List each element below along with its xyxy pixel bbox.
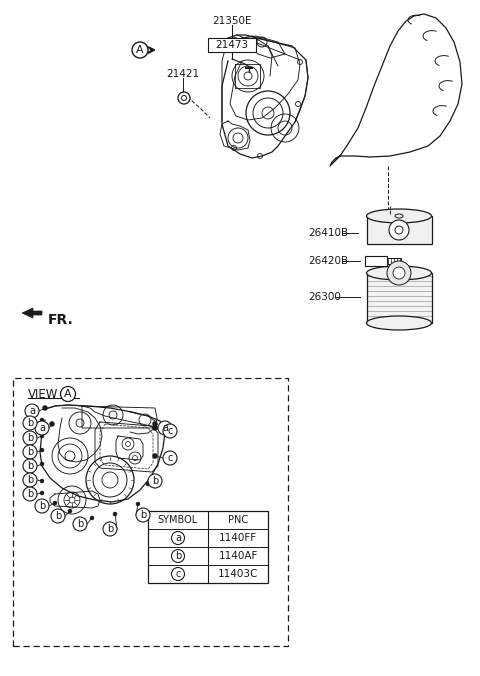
Bar	[367, 273, 432, 323]
Text: 26410B: 26410B	[308, 228, 348, 238]
Ellipse shape	[367, 316, 432, 330]
Circle shape	[181, 95, 187, 101]
Circle shape	[40, 462, 44, 466]
Circle shape	[163, 424, 177, 438]
Circle shape	[148, 474, 162, 488]
Bar	[365, 256, 387, 266]
Text: 21473: 21473	[216, 40, 249, 50]
Text: b: b	[175, 551, 181, 561]
Circle shape	[68, 509, 72, 513]
Circle shape	[53, 501, 57, 505]
Text: 21421: 21421	[167, 69, 200, 79]
Circle shape	[40, 479, 44, 483]
Circle shape	[171, 550, 184, 562]
Text: 26420B: 26420B	[308, 256, 348, 266]
Circle shape	[153, 454, 157, 458]
Text: c: c	[175, 569, 180, 579]
Text: c: c	[168, 453, 173, 463]
Polygon shape	[22, 308, 42, 318]
Text: a: a	[29, 406, 35, 416]
Text: c: c	[168, 426, 173, 436]
Text: A: A	[136, 45, 144, 55]
Circle shape	[171, 531, 184, 544]
Circle shape	[40, 434, 44, 438]
Circle shape	[40, 418, 44, 422]
Circle shape	[103, 522, 117, 536]
Circle shape	[25, 404, 39, 418]
Text: a: a	[39, 423, 45, 433]
Circle shape	[395, 226, 403, 234]
Circle shape	[35, 421, 49, 435]
Text: 11403C: 11403C	[218, 569, 258, 579]
Ellipse shape	[367, 266, 432, 280]
Text: b: b	[107, 524, 113, 534]
Circle shape	[23, 473, 37, 487]
Ellipse shape	[367, 209, 432, 223]
Text: b: b	[27, 433, 33, 443]
Circle shape	[132, 42, 148, 58]
Text: 1140FF: 1140FF	[219, 533, 257, 543]
Circle shape	[146, 482, 150, 486]
Circle shape	[43, 406, 48, 410]
Bar	[387, 258, 401, 264]
Circle shape	[393, 267, 405, 279]
Circle shape	[35, 499, 49, 513]
Text: a: a	[162, 423, 168, 433]
Circle shape	[113, 512, 117, 516]
Circle shape	[49, 422, 55, 427]
Text: b: b	[27, 475, 33, 485]
Text: a: a	[175, 533, 181, 543]
Text: 21350E: 21350E	[212, 16, 252, 26]
Text: VIEW: VIEW	[28, 387, 59, 400]
Circle shape	[23, 459, 37, 473]
Ellipse shape	[395, 214, 403, 218]
Circle shape	[389, 220, 409, 240]
Text: b: b	[152, 476, 158, 486]
Circle shape	[153, 422, 157, 427]
Circle shape	[171, 567, 184, 581]
Bar	[367, 216, 432, 244]
Circle shape	[51, 509, 65, 523]
Circle shape	[90, 516, 94, 520]
Text: 26300: 26300	[308, 292, 341, 302]
Circle shape	[23, 445, 37, 459]
Text: b: b	[27, 447, 33, 457]
Text: SYMBOL: SYMBOL	[158, 515, 198, 525]
Bar	[208, 38, 256, 52]
Circle shape	[163, 451, 177, 465]
Circle shape	[136, 502, 140, 506]
Text: FR.: FR.	[48, 313, 74, 327]
Circle shape	[60, 387, 75, 402]
Circle shape	[40, 448, 44, 452]
Circle shape	[23, 416, 37, 430]
Text: A: A	[64, 389, 72, 399]
Text: 1140AF: 1140AF	[218, 551, 258, 561]
Text: b: b	[140, 510, 146, 520]
Text: b: b	[55, 511, 61, 521]
Text: b: b	[39, 501, 45, 511]
Text: b: b	[27, 461, 33, 471]
Circle shape	[23, 431, 37, 445]
Text: PNC: PNC	[228, 515, 248, 525]
Text: b: b	[27, 489, 33, 499]
Circle shape	[158, 421, 172, 435]
Text: b: b	[77, 519, 83, 529]
Bar	[148, 511, 268, 583]
Circle shape	[73, 517, 87, 531]
Circle shape	[387, 261, 411, 285]
Circle shape	[40, 491, 44, 495]
Circle shape	[136, 508, 150, 522]
Bar	[13, 378, 288, 646]
Circle shape	[178, 92, 190, 104]
Circle shape	[153, 425, 157, 431]
Circle shape	[23, 487, 37, 501]
Text: b: b	[27, 418, 33, 428]
